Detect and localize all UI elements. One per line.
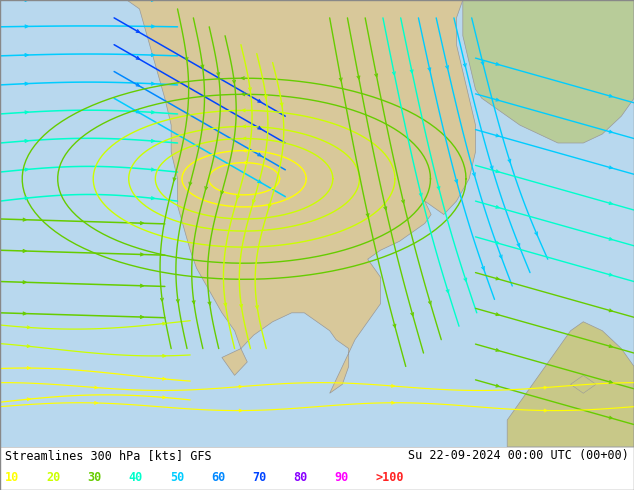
Text: 10: 10 xyxy=(5,470,19,484)
Text: 40: 40 xyxy=(129,470,143,484)
Bar xyxy=(0,447,634,490)
Text: Streamlines 300 hPa [kts] GFS: Streamlines 300 hPa [kts] GFS xyxy=(5,449,212,463)
Text: 60: 60 xyxy=(211,470,225,484)
Text: >100: >100 xyxy=(376,470,404,484)
Text: 80: 80 xyxy=(294,470,307,484)
Text: 50: 50 xyxy=(170,470,184,484)
Text: 20: 20 xyxy=(46,470,60,484)
Polygon shape xyxy=(463,0,634,143)
Polygon shape xyxy=(571,375,596,393)
Polygon shape xyxy=(507,322,634,447)
Text: 30: 30 xyxy=(87,470,101,484)
Text: Su 22-09-2024 00:00 UTC (00+00): Su 22-09-2024 00:00 UTC (00+00) xyxy=(408,449,629,463)
Text: 70: 70 xyxy=(252,470,266,484)
Polygon shape xyxy=(127,0,476,393)
Text: 90: 90 xyxy=(335,470,349,484)
